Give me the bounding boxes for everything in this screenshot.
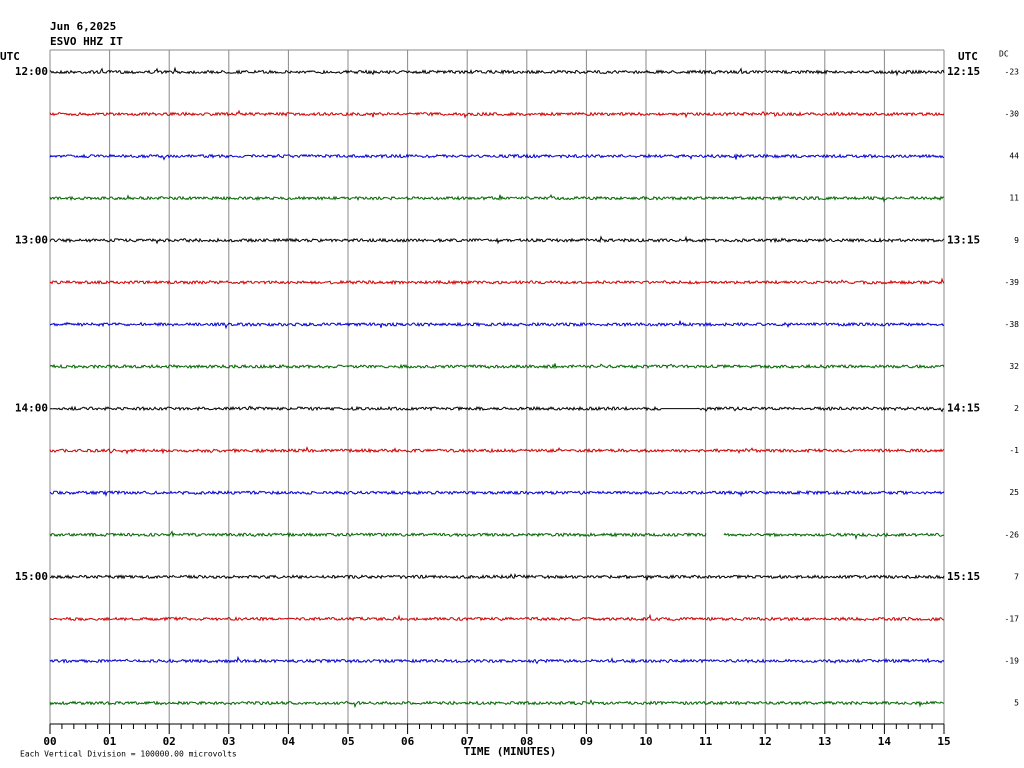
x-tick-label: 03 (222, 735, 235, 748)
dc-offset: 7 (1014, 572, 1019, 581)
x-tick-label: 11 (699, 735, 713, 748)
x-tick-label: 13 (818, 735, 831, 748)
right-time-label: 12:15 (947, 65, 980, 78)
x-tick-label: 14 (878, 735, 892, 748)
right-axis-label: UTC (958, 50, 978, 63)
x-tick-label: 08 (520, 735, 533, 748)
trace (49, 363, 945, 370)
trace (49, 109, 945, 119)
dc-offset: 11 (1009, 194, 1019, 203)
x-tick-label: 00 (43, 735, 56, 748)
x-axis-label: TIME (MINUTES) (464, 745, 557, 758)
trace (49, 613, 945, 622)
dc-offset: 9 (1014, 236, 1019, 245)
x-tick-label: 02 (163, 735, 176, 748)
dc-offset: 25 (1009, 488, 1019, 497)
trace (49, 405, 945, 413)
x-tick-label: 10 (639, 735, 652, 748)
scale-note: Each Vertical Division = 100000.00 micro… (20, 750, 237, 759)
dc-offset: -38 (1005, 320, 1020, 329)
x-tick-label: 01 (103, 735, 117, 748)
x-tick-label: 15 (937, 735, 950, 748)
right-time-label: 15:15 (947, 570, 980, 583)
trace (49, 277, 945, 286)
left-time-label: 14:00 (15, 402, 48, 415)
dc-offset: -39 (1005, 278, 1020, 287)
left-time-label: 13:00 (15, 233, 48, 246)
dc-offset: 2 (1014, 404, 1019, 413)
x-tick-label: 09 (580, 735, 593, 748)
dc-offset: 32 (1009, 362, 1019, 371)
trace (49, 153, 945, 161)
trace (49, 320, 945, 330)
trace (49, 699, 945, 709)
dc-offset: 5 (1014, 699, 1019, 708)
dc-offset: -26 (1005, 530, 1020, 539)
dc-label: DC (999, 50, 1009, 59)
x-tick-label: 12 (759, 735, 772, 748)
right-time-label: 14:15 (947, 402, 980, 415)
dc-offset: -1 (1009, 446, 1019, 455)
trace (49, 573, 945, 581)
chart-title: Jun 6,2025 (50, 20, 116, 33)
trace (49, 655, 945, 665)
right-time-label: 13:15 (947, 233, 980, 246)
dc-offset: 44 (1009, 152, 1019, 161)
left-time-label: 15:00 (15, 570, 48, 583)
dc-offset: -30 (1005, 110, 1020, 119)
x-tick-label: 05 (341, 735, 354, 748)
dc-offset: -23 (1005, 68, 1020, 77)
trace (49, 446, 945, 455)
trace (49, 235, 945, 245)
x-tick-label: 07 (461, 735, 474, 748)
left-time-label: 12:00 (15, 65, 48, 78)
x-tick-label: 04 (282, 735, 296, 748)
trace (49, 66, 945, 77)
trace (49, 530, 945, 541)
trace (49, 489, 945, 498)
left-axis-label: UTC (0, 50, 20, 63)
dc-offset: -17 (1005, 614, 1020, 623)
trace (49, 193, 945, 203)
station: ESVO HHZ IT (50, 35, 123, 48)
x-tick-label: 06 (401, 735, 415, 748)
dc-offset: -19 (1005, 656, 1020, 665)
